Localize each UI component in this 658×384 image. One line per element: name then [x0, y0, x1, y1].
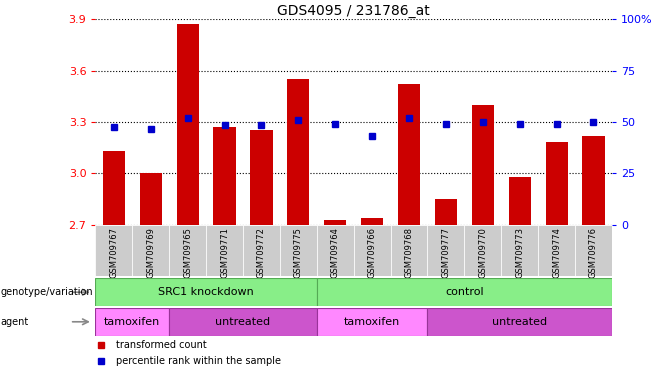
Bar	[575, 225, 612, 276]
Bar	[435, 199, 457, 225]
Bar	[472, 105, 494, 225]
Text: GSM709776: GSM709776	[589, 227, 598, 278]
Bar	[132, 225, 169, 276]
Text: GSM709772: GSM709772	[257, 227, 266, 278]
Bar	[428, 308, 612, 336]
Text: percentile rank within the sample: percentile rank within the sample	[116, 356, 281, 366]
Text: transformed count: transformed count	[116, 340, 207, 350]
Bar	[95, 278, 316, 306]
Title: GDS4095 / 231786_at: GDS4095 / 231786_at	[277, 4, 430, 18]
Text: GSM709769: GSM709769	[146, 227, 155, 278]
Bar	[501, 225, 538, 276]
Bar	[428, 225, 465, 276]
Text: agent: agent	[1, 317, 29, 327]
Bar	[545, 142, 568, 225]
Text: GSM709770: GSM709770	[478, 227, 488, 278]
Bar	[139, 173, 162, 225]
Bar	[243, 225, 280, 276]
Bar	[509, 177, 531, 225]
Bar	[103, 151, 125, 225]
Text: genotype/variation: genotype/variation	[1, 287, 93, 297]
Bar	[324, 220, 346, 225]
Bar	[169, 308, 316, 336]
Bar	[280, 225, 316, 276]
Bar	[398, 84, 420, 225]
Bar	[465, 225, 501, 276]
Text: GSM709777: GSM709777	[442, 227, 451, 278]
Bar	[316, 225, 354, 276]
Text: untreated: untreated	[492, 317, 547, 327]
Bar	[250, 131, 272, 225]
Text: GSM709768: GSM709768	[405, 227, 413, 278]
Bar	[206, 225, 243, 276]
Text: SRC1 knockdown: SRC1 knockdown	[158, 287, 254, 297]
Bar	[391, 225, 428, 276]
Text: GSM709775: GSM709775	[294, 227, 303, 278]
Text: GSM709764: GSM709764	[331, 227, 340, 278]
Bar	[316, 308, 428, 336]
Text: GSM709774: GSM709774	[552, 227, 561, 278]
Bar	[361, 218, 383, 225]
Bar	[582, 136, 605, 225]
Text: GSM709766: GSM709766	[368, 227, 376, 278]
Text: GSM709765: GSM709765	[183, 227, 192, 278]
Text: tamoxifen: tamoxifen	[344, 317, 400, 327]
Text: GSM709767: GSM709767	[109, 227, 118, 278]
Bar	[95, 225, 132, 276]
Text: GSM709773: GSM709773	[515, 227, 524, 278]
Bar	[169, 225, 206, 276]
Bar	[354, 225, 391, 276]
Bar	[316, 278, 612, 306]
Bar	[176, 24, 199, 225]
Text: untreated: untreated	[215, 317, 270, 327]
Bar	[288, 79, 309, 225]
Bar	[538, 225, 575, 276]
Bar	[95, 308, 169, 336]
Text: control: control	[445, 287, 484, 297]
Text: GSM709771: GSM709771	[220, 227, 229, 278]
Text: tamoxifen: tamoxifen	[104, 317, 161, 327]
Bar	[213, 127, 236, 225]
